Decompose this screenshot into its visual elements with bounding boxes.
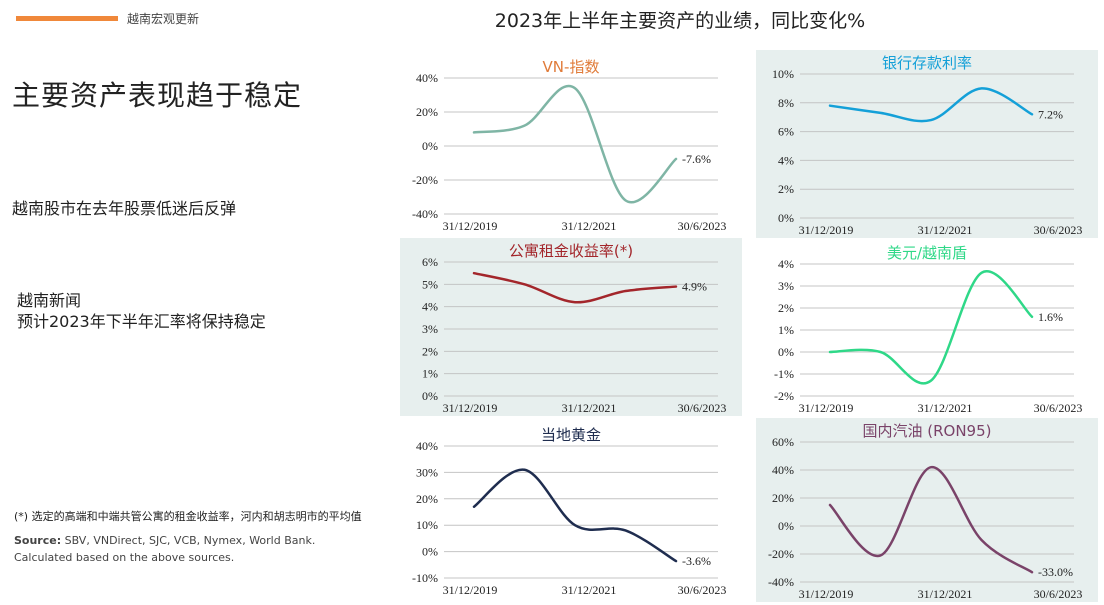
chart-title: VN-指数 bbox=[542, 58, 600, 76]
chart-title: 当地黄金 bbox=[540, 426, 601, 444]
footnote: (*) 选定的高端和中端共管公寓的租金收益率，河内和胡志明市的平均值 bbox=[14, 510, 362, 523]
chart-svg: 40% 20% 0% -20% -40% 31/12/2019 31/12/2021 30/6… bbox=[412, 71, 727, 233]
x-tick-label: 31/12/2021 bbox=[918, 587, 973, 601]
headline: 主要资产表现趋于稳定 bbox=[12, 79, 303, 112]
y-tick-label: 20% bbox=[772, 491, 794, 505]
chart-title: 公寓租金收益率(*) bbox=[508, 242, 634, 260]
x-tick-label: 31/12/2021 bbox=[918, 401, 973, 415]
data-label: 1.6% bbox=[1038, 310, 1063, 324]
y-tick-label: 0% bbox=[778, 345, 794, 359]
x-tick-label: 31/12/2019 bbox=[799, 401, 854, 415]
source-label: Source: bbox=[14, 534, 62, 547]
x-tick-label: 31/12/2021 bbox=[562, 583, 617, 597]
point-exchange-rate: 预计2023年下半年汇率将保持稳定 bbox=[17, 312, 266, 331]
y-tick-label: -40% bbox=[412, 207, 438, 221]
y-tick-label: 2% bbox=[778, 301, 794, 315]
y-tick-label: -20% bbox=[768, 547, 794, 561]
series-line bbox=[472, 468, 678, 563]
chart-svg: 40% 30% 20% 10% 0% -10% 31/12/2019 31/12/2021 30… bbox=[412, 439, 727, 597]
chart-title: 美元/越南盾 bbox=[886, 244, 968, 262]
y-tick-label: 6% bbox=[422, 255, 438, 269]
y-tick-label: 0% bbox=[778, 519, 794, 533]
data-label: 7.2% bbox=[1038, 107, 1063, 121]
x-tick-label: 30/6/2023 bbox=[1034, 401, 1083, 415]
y-tick-label: 5% bbox=[422, 277, 438, 291]
source-note: Source: SBV, VNDirect, SJC, VCB, Nymex, … bbox=[14, 532, 315, 566]
y-tick-label: 4% bbox=[778, 153, 794, 167]
x-tick-label: 31/12/2019 bbox=[443, 583, 498, 597]
y-tick-label: -2% bbox=[774, 389, 794, 403]
chart-svg: 6% 5% 4% 3% 2% 1% 0% 31/12/2019 31/12/2021 30/6/2… bbox=[422, 255, 727, 415]
y-tick-label: 20% bbox=[416, 105, 438, 119]
data-label: 4.9% bbox=[682, 280, 707, 294]
x-tick-label: 31/12/2021 bbox=[918, 223, 973, 237]
point-news-heading: 越南新闻 bbox=[17, 291, 82, 310]
y-tick-label: -20% bbox=[412, 173, 438, 187]
source-line2: Calculated based on the above sources. bbox=[14, 551, 235, 564]
y-tick-label: 20% bbox=[416, 492, 438, 506]
point-stock-market: 越南股市在去年股票低迷后反弹 bbox=[12, 199, 237, 218]
chart-local-gold: 当地黄金 40% 30% 20% 10% 0% -10% 31/12/2019 31/12/20… bbox=[400, 422, 742, 598]
x-tick-label: 31/12/2019 bbox=[799, 587, 854, 601]
y-tick-label: 10% bbox=[772, 67, 794, 81]
y-tick-label: 40% bbox=[772, 463, 794, 477]
source-text: SBV, VNDirect, SJC, VCB, Nymex, World Ba… bbox=[61, 534, 316, 547]
y-tick-label: 4% bbox=[778, 257, 794, 271]
x-tick-label: 31/12/2019 bbox=[443, 219, 498, 233]
y-tick-label: 3% bbox=[778, 279, 794, 293]
y-tick-label: 0% bbox=[778, 211, 794, 225]
y-tick-label: 30% bbox=[416, 465, 438, 479]
series-line bbox=[828, 87, 1034, 123]
chart-vn-index: VN-指数 40% 20% 0% -20% -40% 31/12/2019 31/12/202… bbox=[400, 54, 742, 234]
y-tick-label: 0% bbox=[422, 389, 438, 403]
x-tick-label: 30/6/2023 bbox=[1034, 587, 1083, 601]
data-label: -7.6% bbox=[682, 152, 711, 166]
series-line bbox=[472, 84, 678, 204]
y-tick-label: 40% bbox=[416, 71, 438, 85]
chart-domestic-gasoline: 国内汽油 (RON95) 60% 40% 20% 0% -20% -40% 31/12/201… bbox=[756, 418, 1098, 602]
x-tick-label: 31/12/2021 bbox=[562, 219, 617, 233]
y-tick-label: 2% bbox=[778, 182, 794, 196]
y-tick-label: 4% bbox=[422, 300, 438, 314]
y-tick-label: -40% bbox=[768, 575, 794, 589]
chart-bank-deposit-rate: 银行存款利率 10% 8% 6% 4% 2% 0% 31/12/2019 31/12/2021 3… bbox=[756, 50, 1098, 238]
y-tick-label: 0% bbox=[422, 139, 438, 153]
chart-rental-yield: 公寓租金收益率(*) 6% 5% 4% 3% 2% 1% 0% 31/12/2019 31/12/… bbox=[400, 238, 742, 416]
y-tick-label: 3% bbox=[422, 322, 438, 336]
x-tick-label: 31/12/2019 bbox=[443, 401, 498, 415]
data-label: -3.6% bbox=[682, 554, 711, 568]
y-tick-label: -1% bbox=[774, 367, 794, 381]
y-tick-label: 6% bbox=[778, 125, 794, 139]
chart-svg: 4% 3% 2% 1% 0% -1% -2% 31/12/2019 31/12/2021 30/6… bbox=[774, 257, 1083, 415]
chart-svg: 10% 8% 6% 4% 2% 0% 31/12/2019 31/12/2021 30/6/20… bbox=[772, 67, 1083, 237]
series-line bbox=[828, 465, 1034, 574]
section-tag: 越南宏观更新 bbox=[127, 12, 200, 26]
y-tick-label: 1% bbox=[778, 323, 794, 337]
chart-title: 银行存款利率 bbox=[881, 54, 972, 72]
y-tick-label: 1% bbox=[422, 367, 438, 381]
y-tick-label: 0% bbox=[422, 545, 438, 559]
accent-bar bbox=[16, 16, 118, 21]
x-tick-label: 31/12/2021 bbox=[562, 401, 617, 415]
chart-title: 国内汽油 (RON95) bbox=[862, 422, 992, 440]
page-title: 2023年上半年主要资产的业绩，同比变化% bbox=[494, 10, 866, 32]
series-line bbox=[472, 271, 678, 304]
chart-svg: 60% 40% 20% 0% -20% -40% 31/12/2019 31/12/2021 3… bbox=[768, 435, 1083, 601]
y-tick-label: 8% bbox=[778, 96, 794, 110]
x-tick-label: 30/6/2023 bbox=[678, 401, 727, 415]
y-tick-label: 10% bbox=[416, 518, 438, 532]
y-tick-label: 40% bbox=[416, 439, 438, 453]
y-tick-label: 60% bbox=[772, 435, 794, 449]
x-tick-label: 30/6/2023 bbox=[678, 219, 727, 233]
series-line bbox=[828, 270, 1034, 385]
x-tick-label: 30/6/2023 bbox=[678, 583, 727, 597]
x-tick-label: 30/6/2023 bbox=[1034, 223, 1083, 237]
data-label: -33.0% bbox=[1038, 565, 1073, 579]
y-tick-label: 2% bbox=[422, 344, 438, 358]
x-tick-label: 31/12/2019 bbox=[799, 223, 854, 237]
chart-usd-vnd: 美元/越南盾 4% 3% 2% 1% 0% -1% -2% 31/12/2019 31/12/20… bbox=[756, 240, 1098, 416]
y-tick-label: -10% bbox=[412, 571, 438, 585]
